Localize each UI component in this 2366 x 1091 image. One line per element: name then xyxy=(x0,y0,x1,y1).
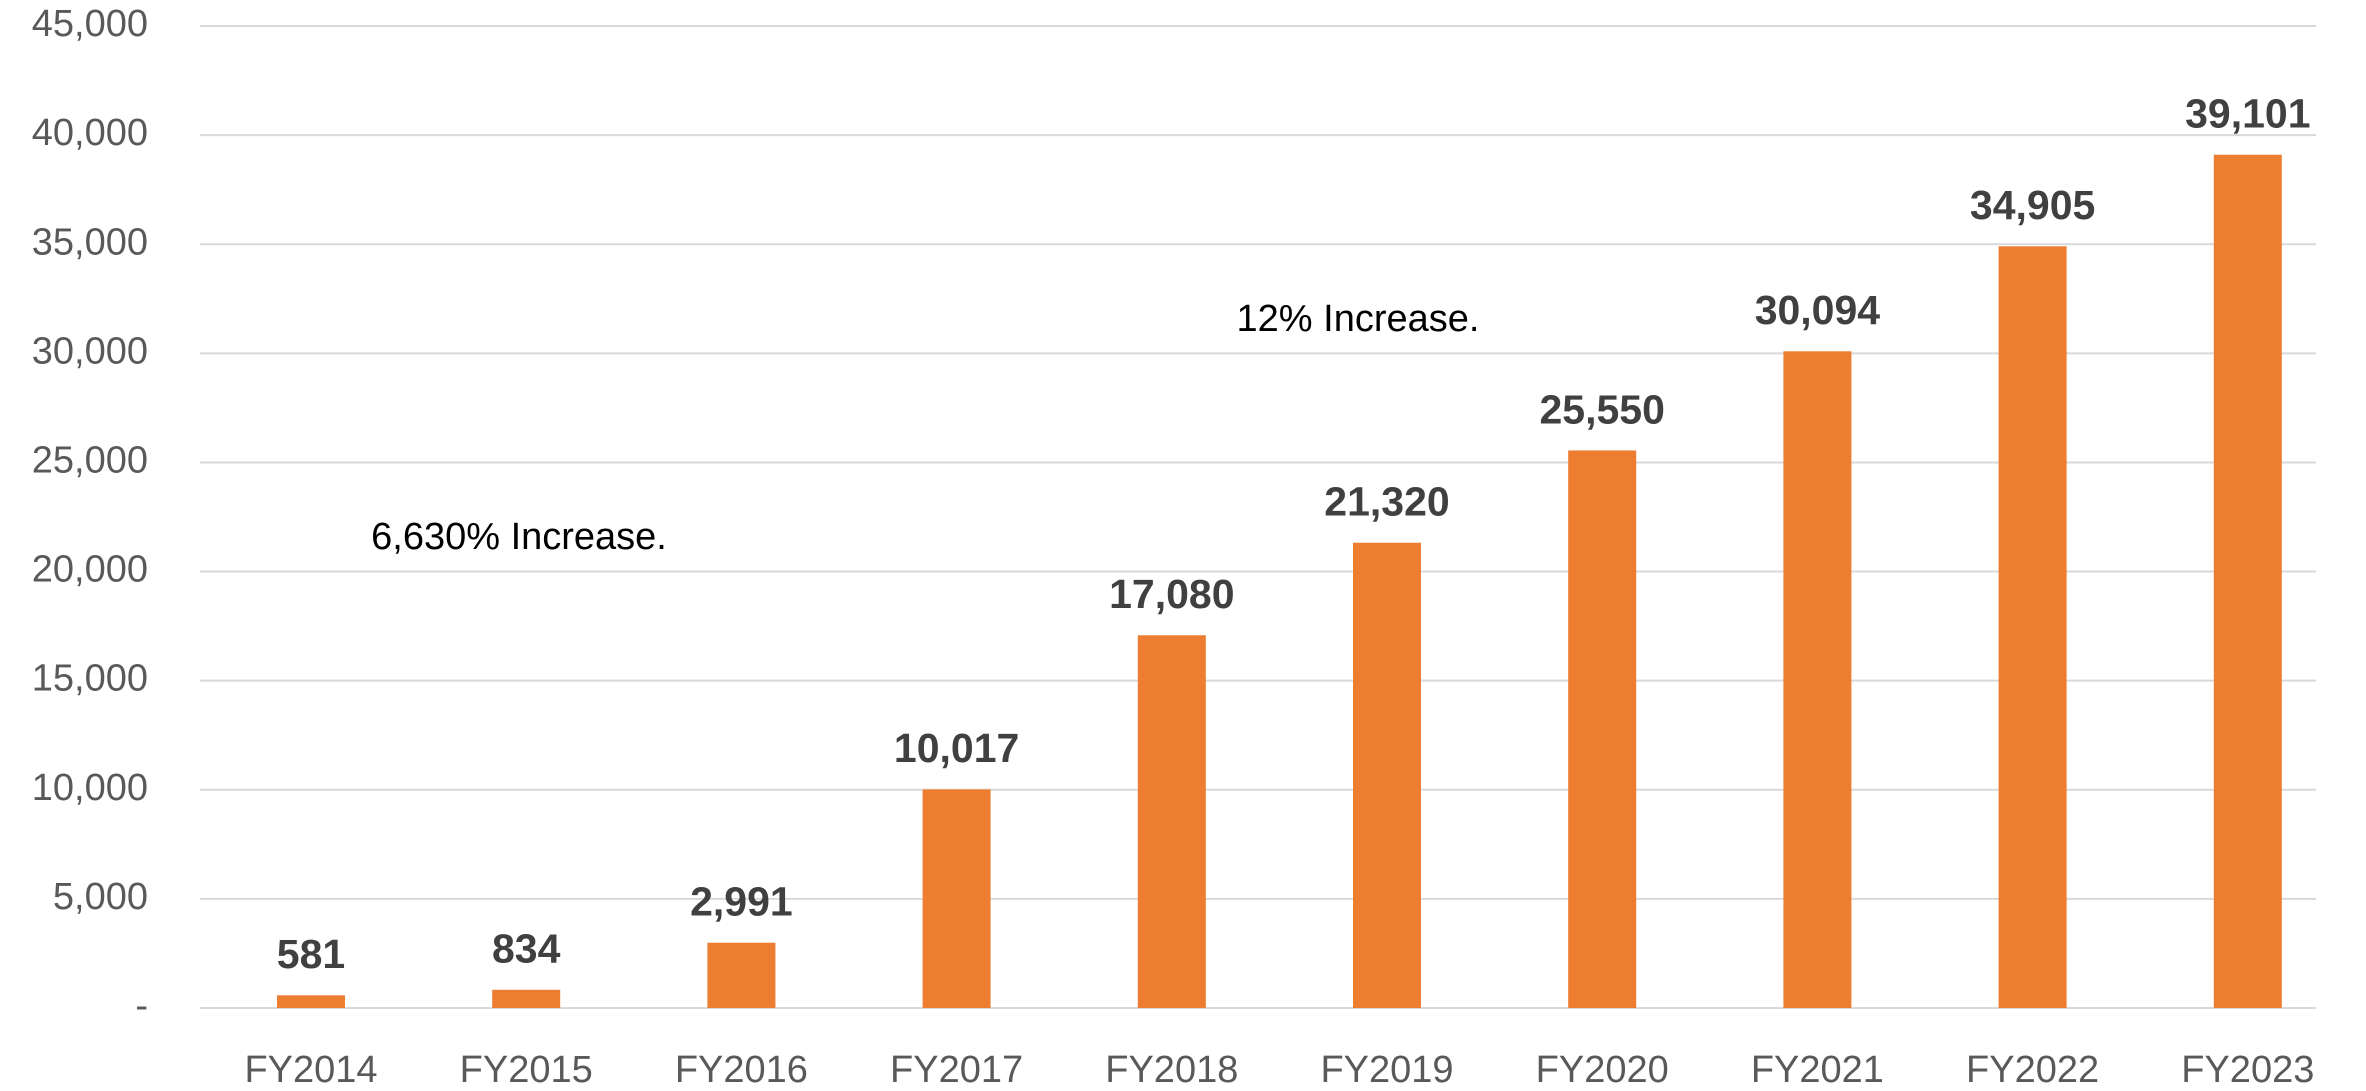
bar xyxy=(1568,450,1637,1008)
x-tick-label: FY2021 xyxy=(1751,1049,1884,1091)
y-tick-label: 40,000 xyxy=(32,112,148,154)
data-label: 39,101 xyxy=(2185,91,2310,137)
x-tick-label: FY2014 xyxy=(244,1049,377,1091)
data-label: 834 xyxy=(492,926,561,972)
x-tick-label: FY2017 xyxy=(890,1049,1023,1091)
bar xyxy=(492,989,561,1008)
annotation: 6,630% Increase. xyxy=(371,516,667,558)
bar xyxy=(1783,351,1852,1008)
y-tick-label: 10,000 xyxy=(32,767,148,809)
bar xyxy=(922,789,991,1008)
y-tick-label: 20,000 xyxy=(32,549,148,591)
x-tick-label: FY2018 xyxy=(1105,1049,1238,1091)
bar xyxy=(1998,246,2067,1008)
bar xyxy=(1137,635,1206,1008)
y-tick-label: - xyxy=(135,985,148,1027)
data-label: 21,320 xyxy=(1324,479,1449,525)
annotation: 12% Increase. xyxy=(1237,298,1480,340)
y-tick-label: 45,000 xyxy=(32,3,148,45)
data-label: 2,991 xyxy=(690,879,793,925)
x-tick-label: FY2019 xyxy=(1320,1049,1453,1091)
x-tick-label: FY2016 xyxy=(675,1049,808,1091)
x-tick-label: FY2020 xyxy=(1536,1049,1669,1091)
data-label: 581 xyxy=(277,931,345,977)
x-tick-label: FY2023 xyxy=(2181,1049,2314,1091)
data-label: 25,550 xyxy=(1539,386,1664,432)
bar xyxy=(277,995,345,1008)
bar xyxy=(1353,542,1421,1008)
y-tick-label: 35,000 xyxy=(32,221,148,263)
x-tick-label: FY2015 xyxy=(460,1049,593,1091)
data-label: 34,905 xyxy=(1970,182,2095,228)
y-tick-label: 25,000 xyxy=(32,439,148,481)
data-label: 10,017 xyxy=(894,725,1019,771)
y-tick-label: 15,000 xyxy=(32,658,148,700)
x-tick-label: FY2022 xyxy=(1966,1049,2099,1091)
data-label: 30,094 xyxy=(1755,287,1881,333)
data-label: 17,080 xyxy=(1109,571,1234,617)
bar xyxy=(707,942,776,1008)
bar xyxy=(2213,154,2282,1008)
y-tick-label: 5,000 xyxy=(53,876,148,918)
y-tick-label: 30,000 xyxy=(32,330,148,372)
